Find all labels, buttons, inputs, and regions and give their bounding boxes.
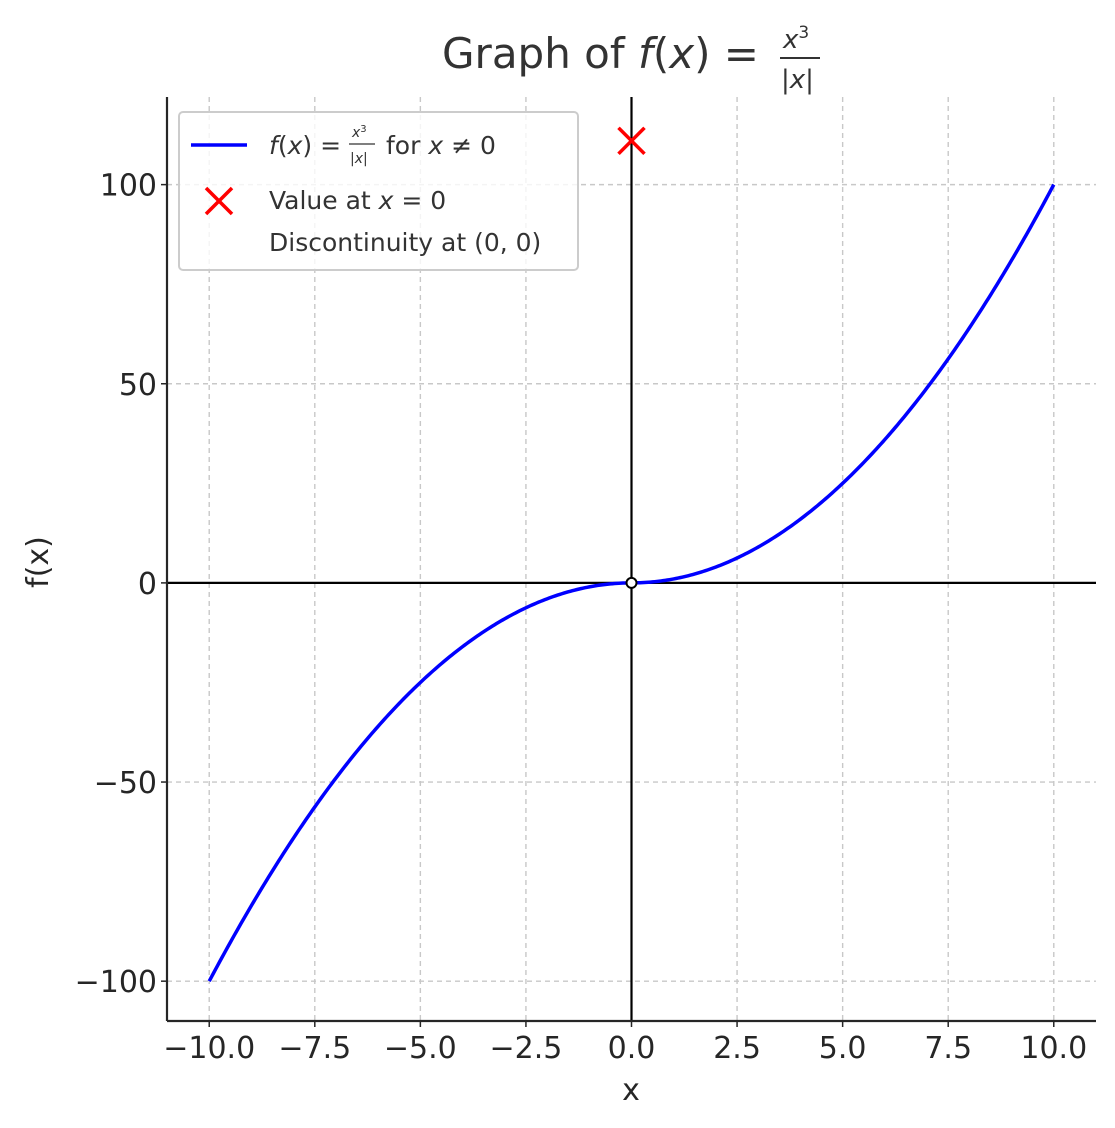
legend-marker-x-icon bbox=[204, 186, 234, 216]
x-tick-label: 10.0 bbox=[1020, 1031, 1087, 1066]
title-denominator: |x| bbox=[781, 65, 814, 95]
discontinuity-marker bbox=[625, 576, 638, 589]
x-axis-ticks: −10.0 −7.5 −5.0 −2.5 0.0 2.5 5.0 7.5 10.0 bbox=[163, 1021, 1087, 1066]
x-tick-label: 7.5 bbox=[924, 1031, 972, 1066]
title-prefix: Graph of f(x) = bbox=[442, 29, 759, 78]
legend-label-value: Value at x = 0 bbox=[269, 186, 446, 215]
legend-label-discontinuity: Discontinuity at (0, 0) bbox=[269, 228, 541, 257]
x-tick-label: 5.0 bbox=[819, 1031, 867, 1066]
value-at-zero-marker bbox=[617, 126, 646, 156]
x-axis-label: x bbox=[622, 1073, 640, 1108]
y-tick-label: 100 bbox=[100, 169, 157, 204]
legend: f(x) = x3 |x| for x ≠ 0 Value at x = 0 D… bbox=[178, 111, 579, 271]
x-tick-label: −7.5 bbox=[278, 1031, 351, 1066]
y-axis-label: f(x) bbox=[21, 536, 56, 588]
x-tick-label: −2.5 bbox=[490, 1031, 563, 1066]
y-tick-label: −100 bbox=[75, 965, 157, 1000]
svg-text:for x ≠ 0: for x ≠ 0 bbox=[386, 131, 496, 160]
x-tick-label: −10.0 bbox=[163, 1031, 255, 1066]
legend-frame bbox=[178, 111, 579, 271]
y-axis-ticks: −100 −50 0 50 100 bbox=[75, 169, 167, 1000]
y-tick-label: 0 bbox=[138, 567, 157, 602]
series-layer bbox=[207, 126, 1056, 982]
x-tick-label: 0.0 bbox=[608, 1031, 656, 1066]
svg-text:|x|: |x| bbox=[350, 151, 368, 167]
legend-label-function: f(x) = x3 |x| for x ≠ 0 bbox=[269, 124, 496, 167]
y-tick-label: 50 bbox=[119, 368, 157, 403]
x-tick-label: −5.0 bbox=[384, 1031, 457, 1066]
y-tick-label: −50 bbox=[94, 766, 157, 801]
marker-stroke bbox=[617, 126, 646, 156]
svg-text:f(x) =: f(x) = bbox=[269, 131, 341, 160]
x-tick-label: 2.5 bbox=[713, 1031, 761, 1066]
